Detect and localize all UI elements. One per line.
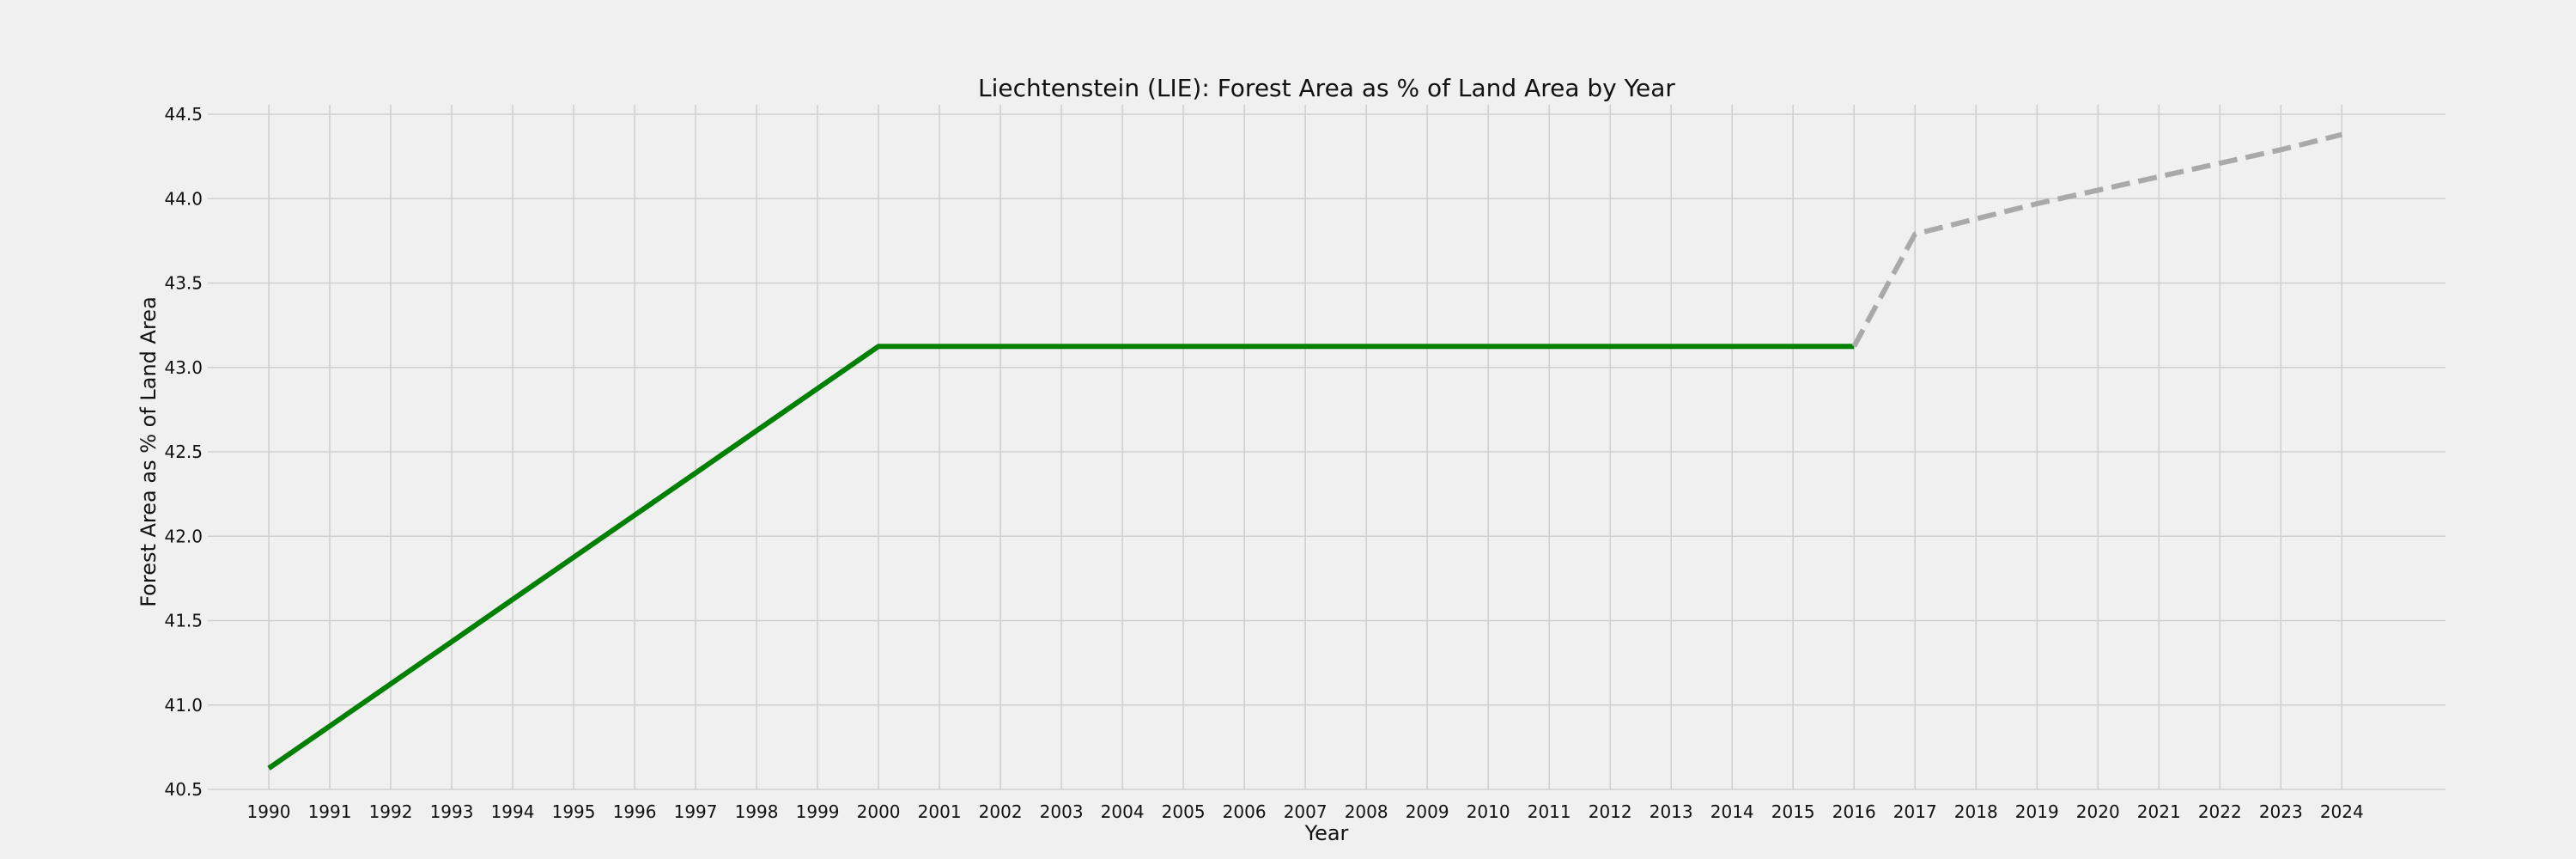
x-tick-label: 2004 [1101,801,1145,822]
projected-series-line [1851,131,2343,348]
x-tick-label: 1995 [552,801,596,822]
x-tick-label: 2006 [1223,801,1267,822]
x-tick-label: 2005 [1162,801,1206,822]
x-tick-label: 2022 [2198,801,2242,822]
x-tick-label: 2017 [1893,801,1937,822]
y-tick-label: 43.0 [164,357,203,378]
x-tick-label: 2021 [2137,801,2181,822]
x-tick-label: 2010 [1467,801,1510,822]
y-tick-label: 44.5 [164,104,203,125]
y-axis-label: Forest Area as % of Land Area [137,296,161,607]
x-tick-label: 1996 [613,801,657,822]
x-tick-label: 2009 [1406,801,1449,822]
y-tick-label: 40.5 [164,779,203,800]
y-tick-label: 43.5 [164,273,203,294]
x-tick-label: 1991 [308,801,352,822]
x-tick-label: 2000 [857,801,901,822]
x-tick-label: 2008 [1345,801,1388,822]
x-tick-label: 1993 [430,801,474,822]
x-tick-label: 2007 [1284,801,1327,822]
x-tick-label: 1999 [796,801,840,822]
x-tick-label: 1998 [735,801,779,822]
x-tick-label: 2016 [1832,801,1876,822]
x-tick-label: 1990 [247,801,291,822]
x-tick-label: 2024 [2320,801,2364,822]
actual-series-line [267,344,1855,771]
x-tick-label: 2020 [2076,801,2120,822]
x-tick-label: 2023 [2259,801,2303,822]
x-tick-label: 2018 [1954,801,1998,822]
x-tick-label: 2012 [1589,801,1632,822]
x-tick-label: 1994 [491,801,535,822]
x-tick-label: 2014 [1710,801,1754,822]
y-tick-label: 41.0 [164,695,203,716]
x-tick-label: 2013 [1649,801,1693,822]
y-tick-label: 42.5 [164,442,203,462]
y-tick-label: 44.0 [164,188,203,209]
grid-layer [208,105,2445,790]
y-tick-label: 42.0 [164,526,203,546]
chart-title: Liechtenstein (LIE): Forest Area as % of… [978,74,1675,102]
series-layer [267,131,2343,771]
x-tick-label: 2011 [1528,801,1571,822]
x-tick-label: 2001 [918,801,962,822]
x-tick-label: 1992 [369,801,413,822]
x-tick-label: 2002 [979,801,1023,822]
x-axis-label: Year [1304,821,1349,845]
x-tick-label: 2003 [1040,801,1084,822]
x-tick-label: 2015 [1771,801,1815,822]
x-tick-label: 2019 [2015,801,2059,822]
y-tick-label: 41.5 [164,611,203,631]
ticks-layer: 1990 1991 1992 1993 1994 1995 1996 1997 1998 1999… [164,104,2363,822]
x-tick-label: 1997 [674,801,718,822]
